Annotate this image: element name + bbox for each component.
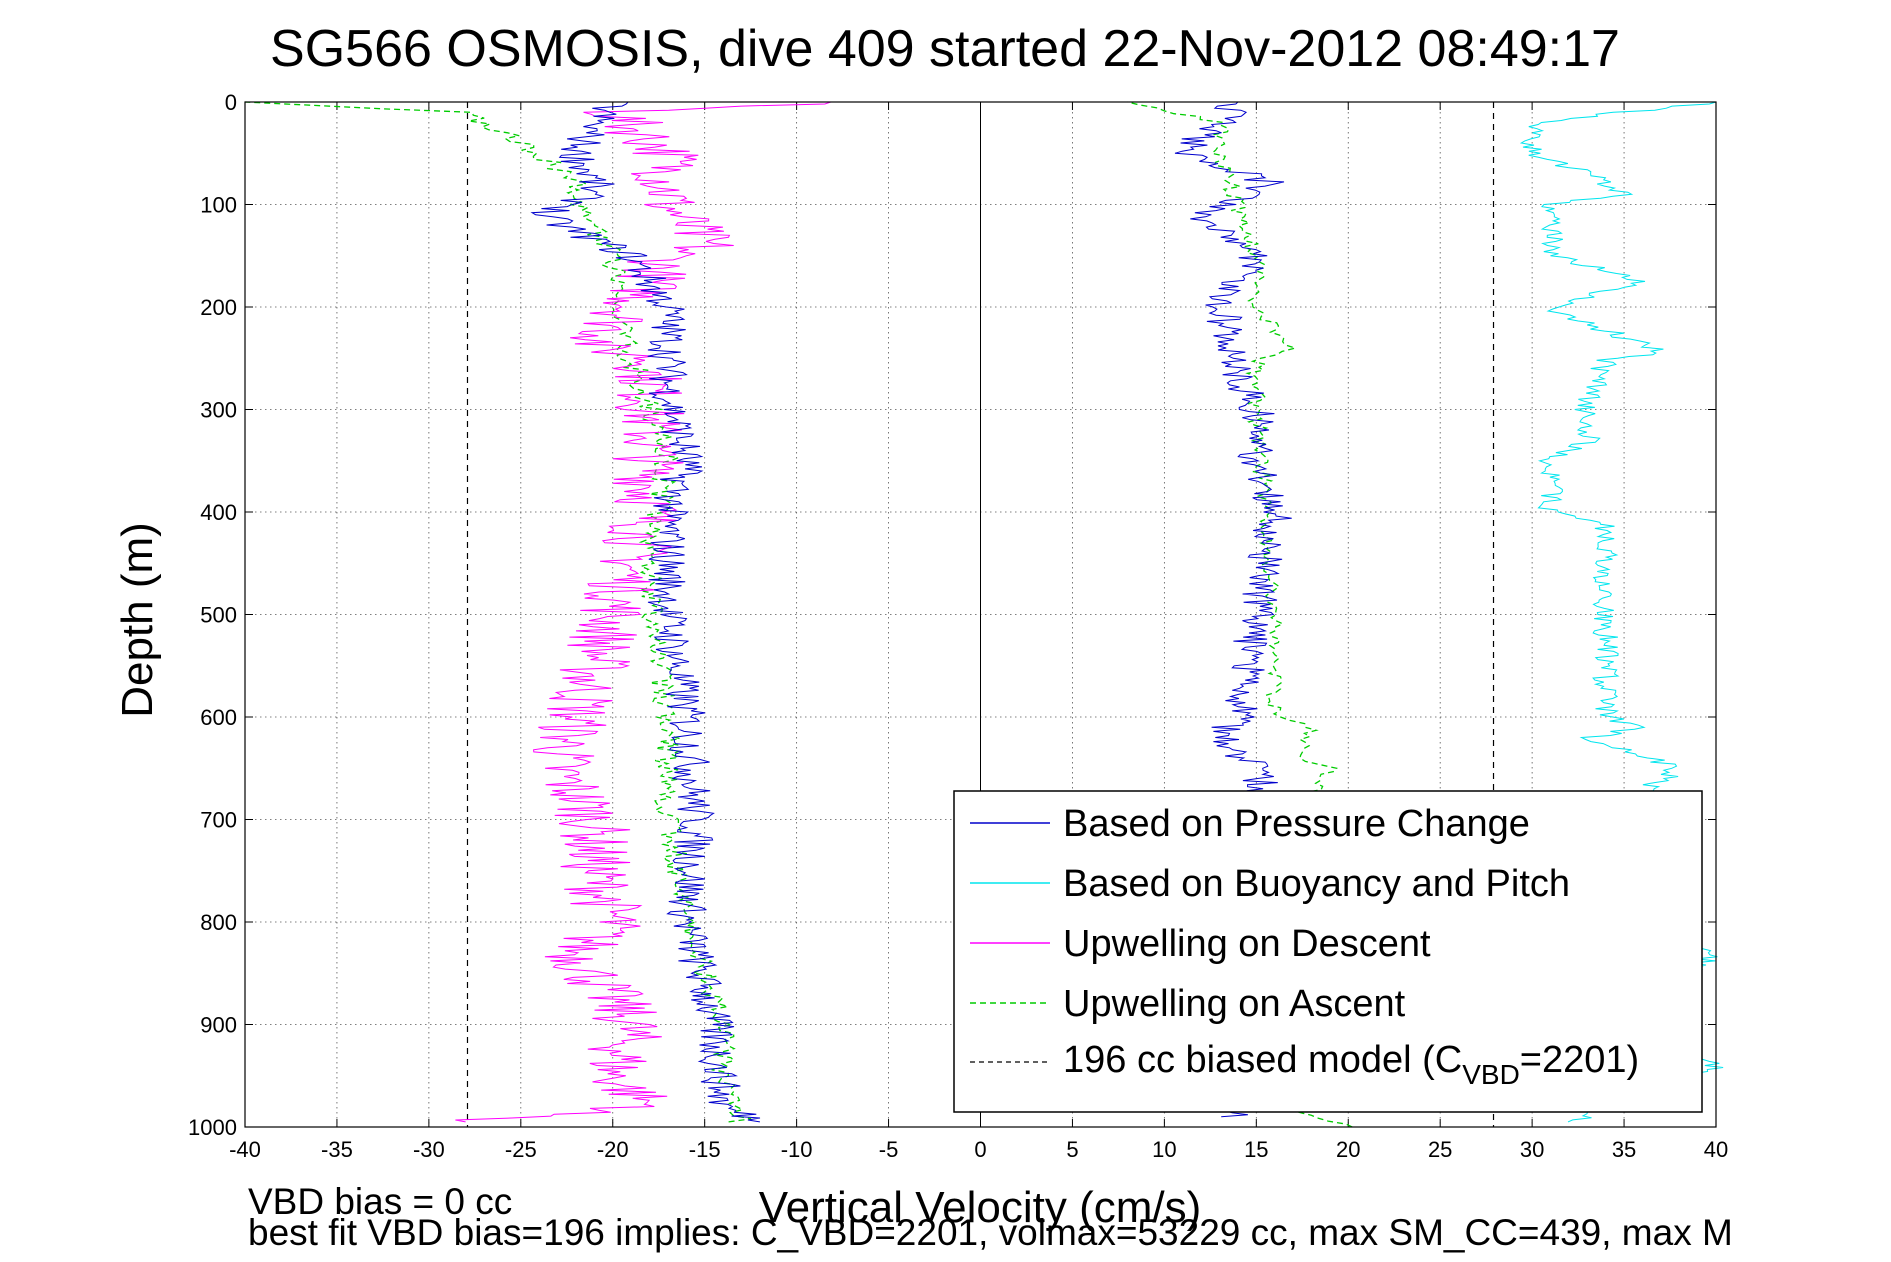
x-tick-label: -5 <box>879 1137 899 1162</box>
x-tick-label: 30 <box>1520 1137 1544 1162</box>
legend-label-model: 196 cc biased model (CVBD=2201) <box>1063 1039 1639 1090</box>
series-upwelling-descent <box>455 101 831 1123</box>
x-tick-label: -15 <box>689 1137 721 1162</box>
legend-model-prefix: 196 cc biased model (C <box>1063 1039 1462 1081</box>
x-tick-label: 15 <box>1244 1137 1268 1162</box>
series-pressure-descent <box>530 101 761 1123</box>
y-tick-label: 800 <box>200 910 237 935</box>
chart-title: SG566 OSMOSIS, dive 409 started 22-Nov-2… <box>270 20 1620 78</box>
x-tick-label: -30 <box>413 1137 445 1162</box>
y-tick-label: 900 <box>200 1013 237 1038</box>
y-tick-label: 100 <box>200 193 237 218</box>
x-tick-label: -20 <box>597 1137 629 1162</box>
x-tick-label: 20 <box>1336 1137 1360 1162</box>
x-tick-label: 5 <box>1066 1137 1078 1162</box>
y-tick-label: 700 <box>200 808 237 833</box>
y-tick-label: 600 <box>200 705 237 730</box>
x-tick-label: -10 <box>781 1137 813 1162</box>
best-fit-note: best fit VBD bias=196 implies: C_VBD=220… <box>248 1212 1733 1253</box>
legend-label-pressure: Based on Pressure Change <box>1063 803 1530 845</box>
x-tick-label: 10 <box>1152 1137 1176 1162</box>
legend-label-ascent: Upwelling on Ascent <box>1063 983 1406 1025</box>
x-tick-label: 25 <box>1428 1137 1452 1162</box>
x-tick-label: 35 <box>1612 1137 1636 1162</box>
x-tick-label: 40 <box>1704 1137 1728 1162</box>
y-tick-label: 500 <box>200 603 237 628</box>
y-tick-label: 200 <box>200 295 237 320</box>
legend: Based on Pressure Change Based on Buoyan… <box>953 790 1703 1113</box>
y-tick-label: 300 <box>200 398 237 423</box>
x-tick-label: 0 <box>974 1137 986 1162</box>
x-tick-label: -25 <box>505 1137 537 1162</box>
legend-model-suffix: =2201) <box>1520 1039 1639 1081</box>
y-tick-label: 1000 <box>188 1115 237 1140</box>
axes-box <box>244 101 1717 1128</box>
legend-label-descent: Upwelling on Descent <box>1063 923 1431 965</box>
legend-label-buoyancy: Based on Buoyancy and Pitch <box>1063 863 1570 905</box>
x-tick-label: -35 <box>321 1137 353 1162</box>
x-tick-label: -40 <box>229 1137 261 1162</box>
vbd-bias-note: VBD bias = 0 cc <box>248 1181 512 1222</box>
x-axis-label: Vertical Velocity (cm/s) <box>759 1183 1202 1232</box>
series-buoyancy-pitch <box>1519 101 1724 1123</box>
y-tick-label: 400 <box>200 500 237 525</box>
legend-model-sub: VBD <box>1462 1059 1520 1090</box>
y-tick-label: 0 <box>225 90 237 115</box>
y-axis-label: Depth (m) <box>113 522 162 718</box>
legend-box <box>953 790 1703 1113</box>
series-upwelling-ascent <box>244 101 752 1123</box>
